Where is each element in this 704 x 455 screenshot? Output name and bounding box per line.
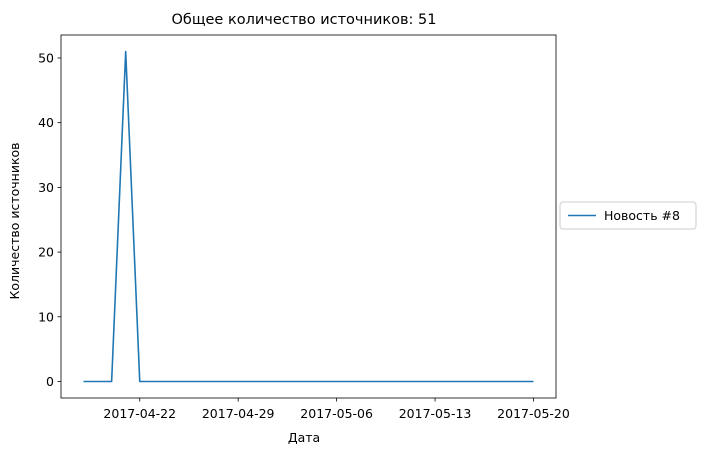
x-tick-label: 2017-04-29 [202,406,275,421]
plot-area: 0 10 20 30 40 50 2017-04-22 2017-04-29 2017-05-0… [38,34,570,421]
legend: Новость #8 [559,201,697,230]
y-tick-label: 40 [38,115,54,130]
legend-label: Новость #8 [604,208,680,223]
x-tick-label: 2017-05-06 [300,406,373,421]
y-tick-label: 50 [38,50,54,65]
y-axis-label: Количество источников [7,142,22,299]
legend-box [559,201,697,230]
x-tick-label: 2017-04-22 [103,406,176,421]
x-tick-label: 2017-05-13 [399,406,472,421]
y-tick-label: 30 [38,180,54,195]
y-tick-label: 0 [46,374,54,389]
y-tick-label: 20 [38,245,54,260]
y-tick-label: 10 [38,309,54,324]
chart-title: Общее количество источников: 51 [171,12,436,28]
series-line [83,50,534,383]
x-axis-label: Дата [288,430,320,445]
x-tick-label: 2017-05-20 [497,406,570,421]
plot-frame [60,34,557,399]
